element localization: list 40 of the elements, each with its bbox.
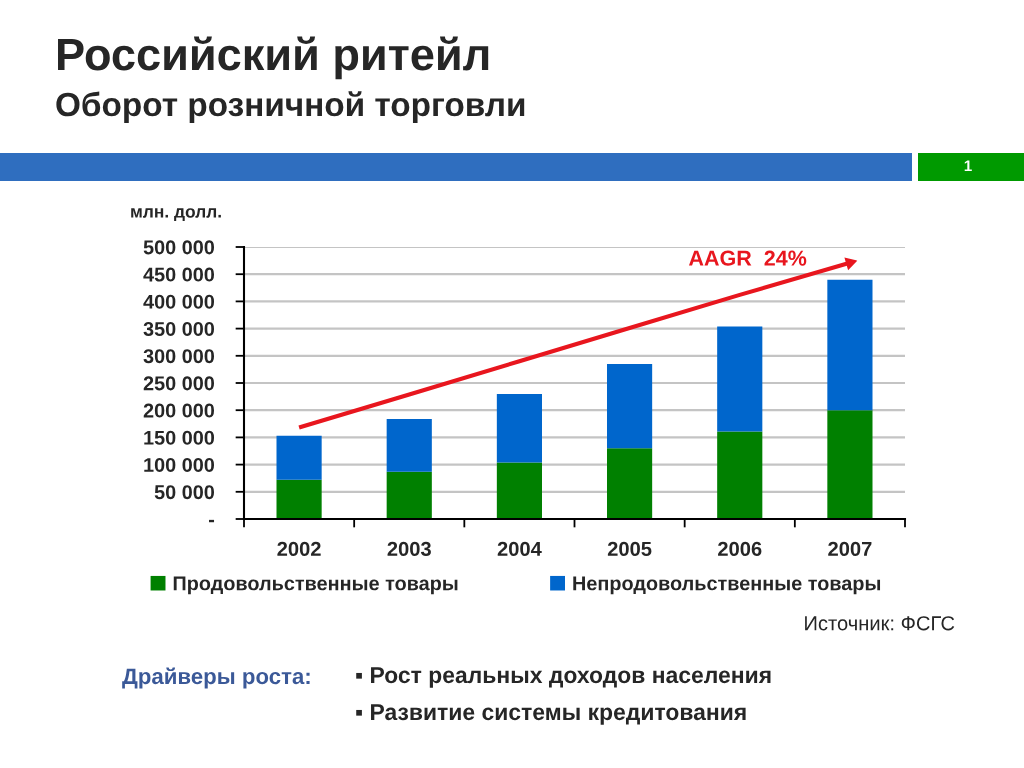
chart-subtitle: Оборот розничной торговли [56, 91, 525, 123]
bar [717, 326, 763, 432]
series-label: AAGR 24% [688, 250, 807, 266]
y-tick-label: 450 000 [143, 267, 215, 282]
y-axis-title: млн. долл. [131, 208, 221, 221]
y-tick-label: 200 000 [143, 403, 215, 418]
bar [276, 435, 322, 480]
bar [607, 363, 653, 449]
x-tick-label: 2002 [277, 541, 321, 557]
y-tick-label: 250 000 [143, 376, 215, 391]
y-tick-label: - [209, 519, 215, 523]
y-tick-label: 400 000 [143, 294, 215, 309]
x-tick-label: 2004 [497, 541, 542, 557]
bar [386, 418, 432, 472]
x-tick-label: 2005 [607, 541, 652, 557]
y-tick-label: 500 000 [143, 240, 215, 255]
x-tick-label: 2007 [828, 541, 872, 557]
bar [827, 279, 873, 411]
bar [496, 462, 542, 519]
bar [827, 410, 873, 519]
x-tick-label: 2006 [718, 541, 762, 557]
y-tick-label: 100 000 [144, 457, 215, 472]
bar [496, 393, 542, 463]
legend-label: Непродовольственные товары [573, 576, 881, 595]
x-tick-label: 2003 [387, 541, 431, 557]
text: Источник: ФСГС [805, 616, 955, 631]
bar [717, 431, 763, 519]
legend-label: Продовольственные товары [173, 576, 458, 595]
y-tick-label: 50 000 [154, 485, 215, 500]
text: ▪ Рост реальных доходов населения [356, 667, 771, 688]
y-tick-label: 150 000 [144, 430, 215, 445]
text: Драйверы роста: [122, 667, 310, 689]
text: ▪ Развитие системы кредитования [356, 704, 746, 725]
y-tick-label: 350 000 [143, 321, 215, 337]
bar [276, 479, 322, 519]
text: 1 [964, 160, 972, 171]
chart-title: Российский ритейл [58, 36, 489, 80]
y-tick-label: 300 000 [143, 349, 215, 364]
bar [607, 448, 653, 519]
bar [386, 471, 432, 519]
